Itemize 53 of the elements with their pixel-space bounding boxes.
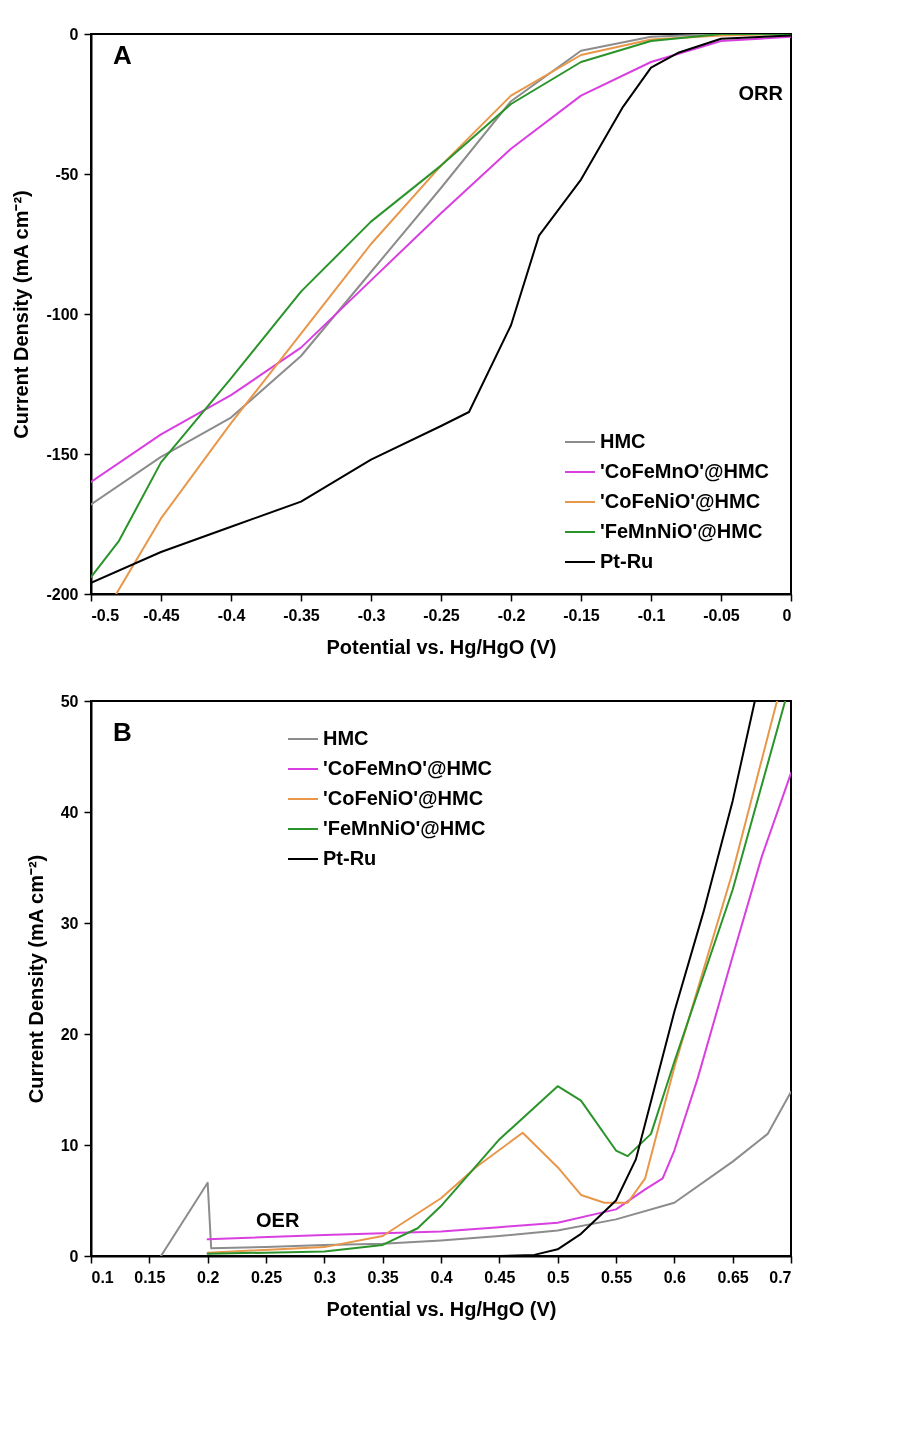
x-tick-label: 0.7 — [769, 1268, 792, 1286]
legend-label: Pt-Ru — [323, 847, 377, 869]
x-tick-label: -0.3 — [357, 606, 386, 624]
y-axis-title: Current Density (mA cm⁻²) — [24, 854, 47, 1104]
legend-label: HMC — [323, 727, 369, 749]
y-tick-label: -50 — [55, 165, 79, 183]
annotation: B — [113, 717, 132, 747]
x-axis-title: Potential vs. Hg/HgO (V) — [326, 635, 557, 658]
x-tick-label: -0.1 — [637, 606, 666, 624]
legend-label: 'CoFeMnO'@HMC — [323, 757, 492, 779]
x-tick-label: -0.2 — [497, 606, 526, 624]
annotation: OER — [256, 1209, 300, 1231]
y-tick-label: 0 — [69, 1247, 79, 1265]
y-tick-label: 40 — [60, 803, 79, 821]
y-tick-label: -100 — [46, 305, 79, 323]
x-tick-label: 0.25 — [250, 1268, 283, 1286]
x-tick-label: 0.4 — [430, 1268, 453, 1286]
x-tick-label: 0.5 — [547, 1268, 570, 1286]
annotation: ORR — [738, 82, 784, 104]
y-tick-label: 20 — [60, 1025, 79, 1043]
x-tick-label: 0.45 — [484, 1268, 516, 1286]
x-tick-label: -0.45 — [143, 606, 180, 624]
y-axis-title: Current Density (mA cm⁻²) — [10, 190, 33, 439]
y-tick-label: 30 — [60, 914, 79, 932]
x-tick-label: -0.25 — [423, 606, 460, 624]
legend-label: 'FeMnNiO'@HMC — [600, 520, 763, 542]
x-tick-label: -0.5 — [91, 606, 120, 624]
y-tick-label: -200 — [46, 585, 79, 603]
x-tick-label: -0.4 — [217, 606, 246, 624]
x-tick-label: -0.35 — [283, 606, 320, 624]
x-tick-label: -0.15 — [563, 606, 600, 624]
x-tick-label: 0.35 — [367, 1268, 399, 1286]
legend-label: HMC — [600, 430, 646, 452]
y-tick-label: 10 — [60, 1136, 79, 1154]
x-axis-title: Potential vs. Hg/HgO (V) — [326, 1297, 557, 1320]
legend-label: Pt-Ru — [600, 550, 654, 572]
y-tick-label: -150 — [46, 445, 79, 463]
x-tick-label: 0.15 — [134, 1268, 166, 1286]
x-tick-label: 0.65 — [717, 1268, 749, 1286]
x-tick-label: 0.55 — [600, 1268, 633, 1286]
x-tick-label: -0.05 — [703, 606, 740, 624]
legend-label: 'CoFeNiO'@HMC — [600, 490, 761, 512]
x-tick-label: 0.6 — [663, 1268, 687, 1286]
x-tick-label: 0.2 — [197, 1268, 220, 1286]
y-tick-label: 50 — [60, 692, 79, 710]
annotation: A — [113, 40, 132, 70]
legend-label: 'CoFeNiO'@HMC — [323, 787, 484, 809]
x-tick-label: 0.3 — [313, 1268, 337, 1286]
legend-label: 'CoFeMnO'@HMC — [600, 460, 769, 482]
x-tick-label: 0.1 — [91, 1268, 114, 1286]
x-tick-label: 0 — [782, 606, 792, 624]
y-tick-label: 0 — [69, 25, 79, 43]
legend-label: 'FeMnNiO'@HMC — [323, 817, 486, 839]
